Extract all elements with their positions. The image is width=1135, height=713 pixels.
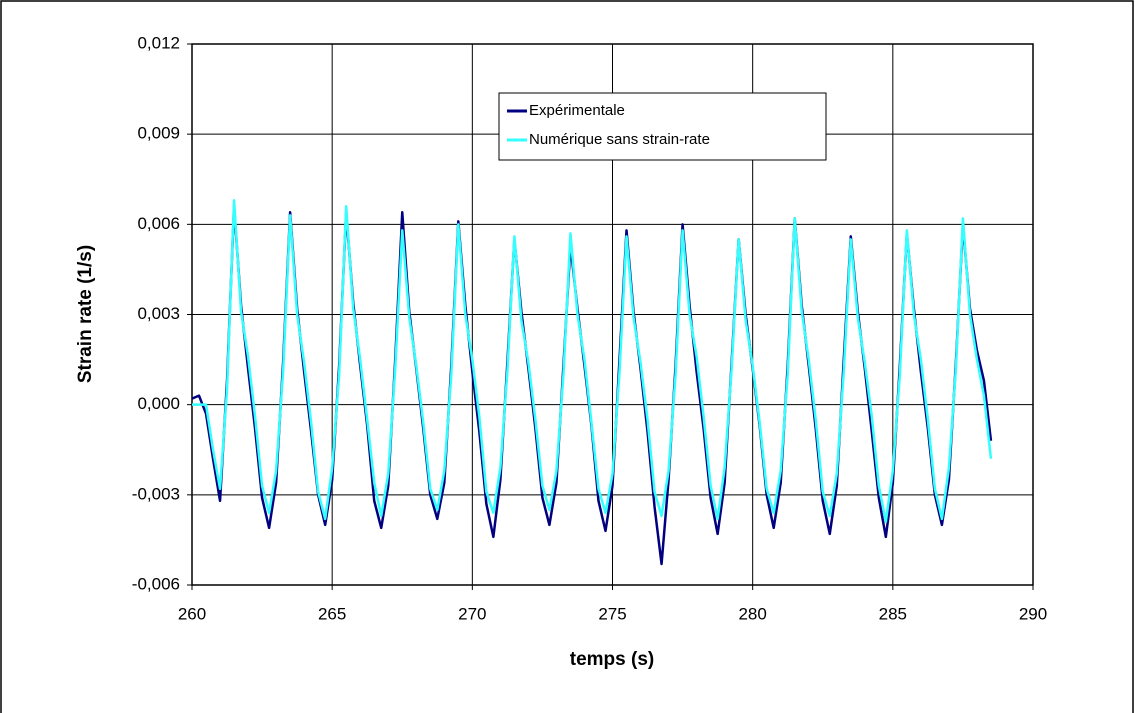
legend-label: Expérimentale	[529, 102, 625, 119]
x-tick-label: 260	[178, 604, 206, 623]
y-tick-label: -0,003	[132, 484, 180, 503]
y-tick-label: 0,009	[137, 124, 180, 143]
plot-area	[191, 43, 1034, 586]
y-axis-title: Strain rate (1/s)	[75, 245, 96, 383]
x-tick-label: 285	[879, 604, 907, 623]
series-line	[192, 199, 993, 524]
y-tick-label: 0,012	[137, 33, 180, 52]
x-tick-label: 290	[1019, 604, 1047, 623]
y-tick-label: 0,006	[137, 214, 180, 233]
x-tick-label: 280	[738, 604, 766, 623]
y-tick-label: 0,003	[137, 304, 180, 323]
series-line	[191, 205, 993, 566]
y-tick-label: -0,006	[132, 574, 180, 593]
x-tick-label: 270	[458, 604, 486, 623]
x-tick-label: 275	[598, 604, 626, 623]
legend-box	[498, 92, 827, 161]
x-tick-label: 265	[318, 604, 346, 623]
y-tick-label: 0,000	[137, 394, 180, 413]
legend-label: Numérique sans strain-rate	[529, 131, 710, 148]
x-axis-title: temps (s)	[570, 649, 654, 670]
